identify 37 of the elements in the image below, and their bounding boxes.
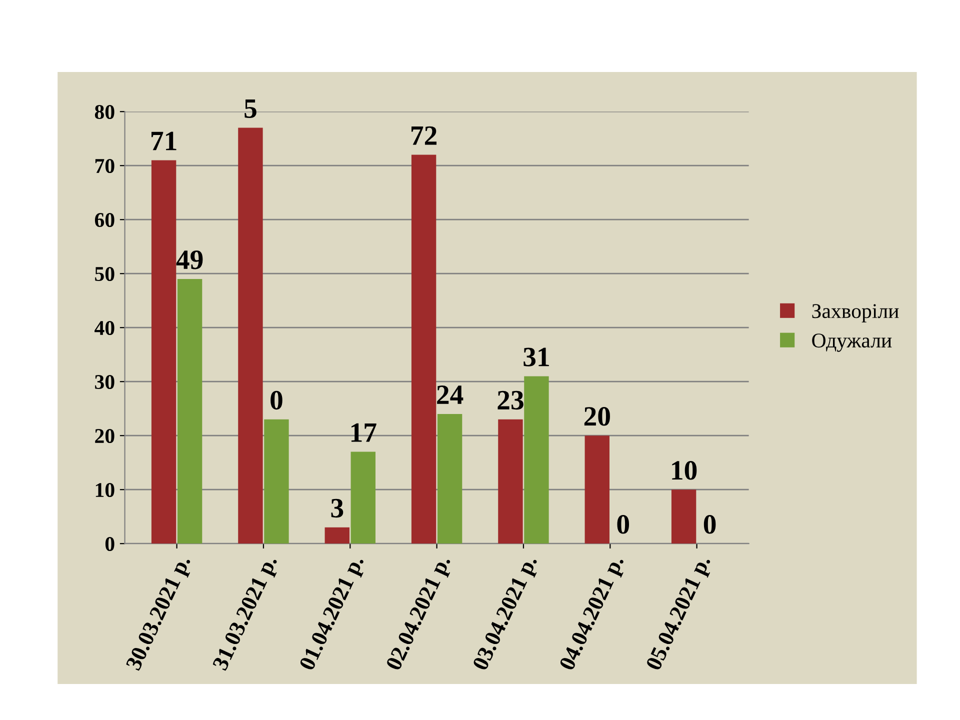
bar <box>350 452 376 544</box>
y-tick-label: 40 <box>94 320 114 336</box>
y-tick-label: 0 <box>105 536 114 552</box>
bar <box>411 154 436 544</box>
y-tick-label: 80 <box>94 104 114 120</box>
bar <box>151 160 176 544</box>
legend-label: Захворіли <box>812 304 899 322</box>
y-tick-label: 70 <box>95 158 114 174</box>
legend-label: Одужали <box>812 334 892 352</box>
data-label: 0 <box>617 515 630 534</box>
bar <box>584 436 610 544</box>
y-tick-label: 10 <box>96 482 114 498</box>
data-label: 31 <box>524 348 549 366</box>
bar <box>524 376 549 544</box>
data-label: 17 <box>351 423 376 442</box>
bar <box>324 527 350 544</box>
data-label: 71 <box>152 132 176 150</box>
annotation: 5 <box>244 100 256 118</box>
bar <box>498 419 523 544</box>
y-tick-label: 30 <box>95 374 114 390</box>
bar <box>264 419 289 544</box>
annotation: 0 <box>270 390 282 410</box>
bar <box>177 279 202 544</box>
bar <box>671 490 696 544</box>
data-label: 10 <box>672 461 697 480</box>
y-tick-label: 20 <box>95 428 114 444</box>
data-label: 72 <box>412 126 436 145</box>
data-label: 49 <box>176 250 203 270</box>
data-label: 20 <box>584 407 610 426</box>
data-label: 23 <box>498 390 524 410</box>
data-label: 3 <box>331 498 344 518</box>
y-tick-label: 60 <box>94 212 114 228</box>
data-label: 24 <box>437 386 464 404</box>
data-label: 0 <box>704 515 716 534</box>
bar <box>437 414 462 544</box>
bar <box>238 128 263 544</box>
y-tick-label: 50 <box>95 266 114 282</box>
